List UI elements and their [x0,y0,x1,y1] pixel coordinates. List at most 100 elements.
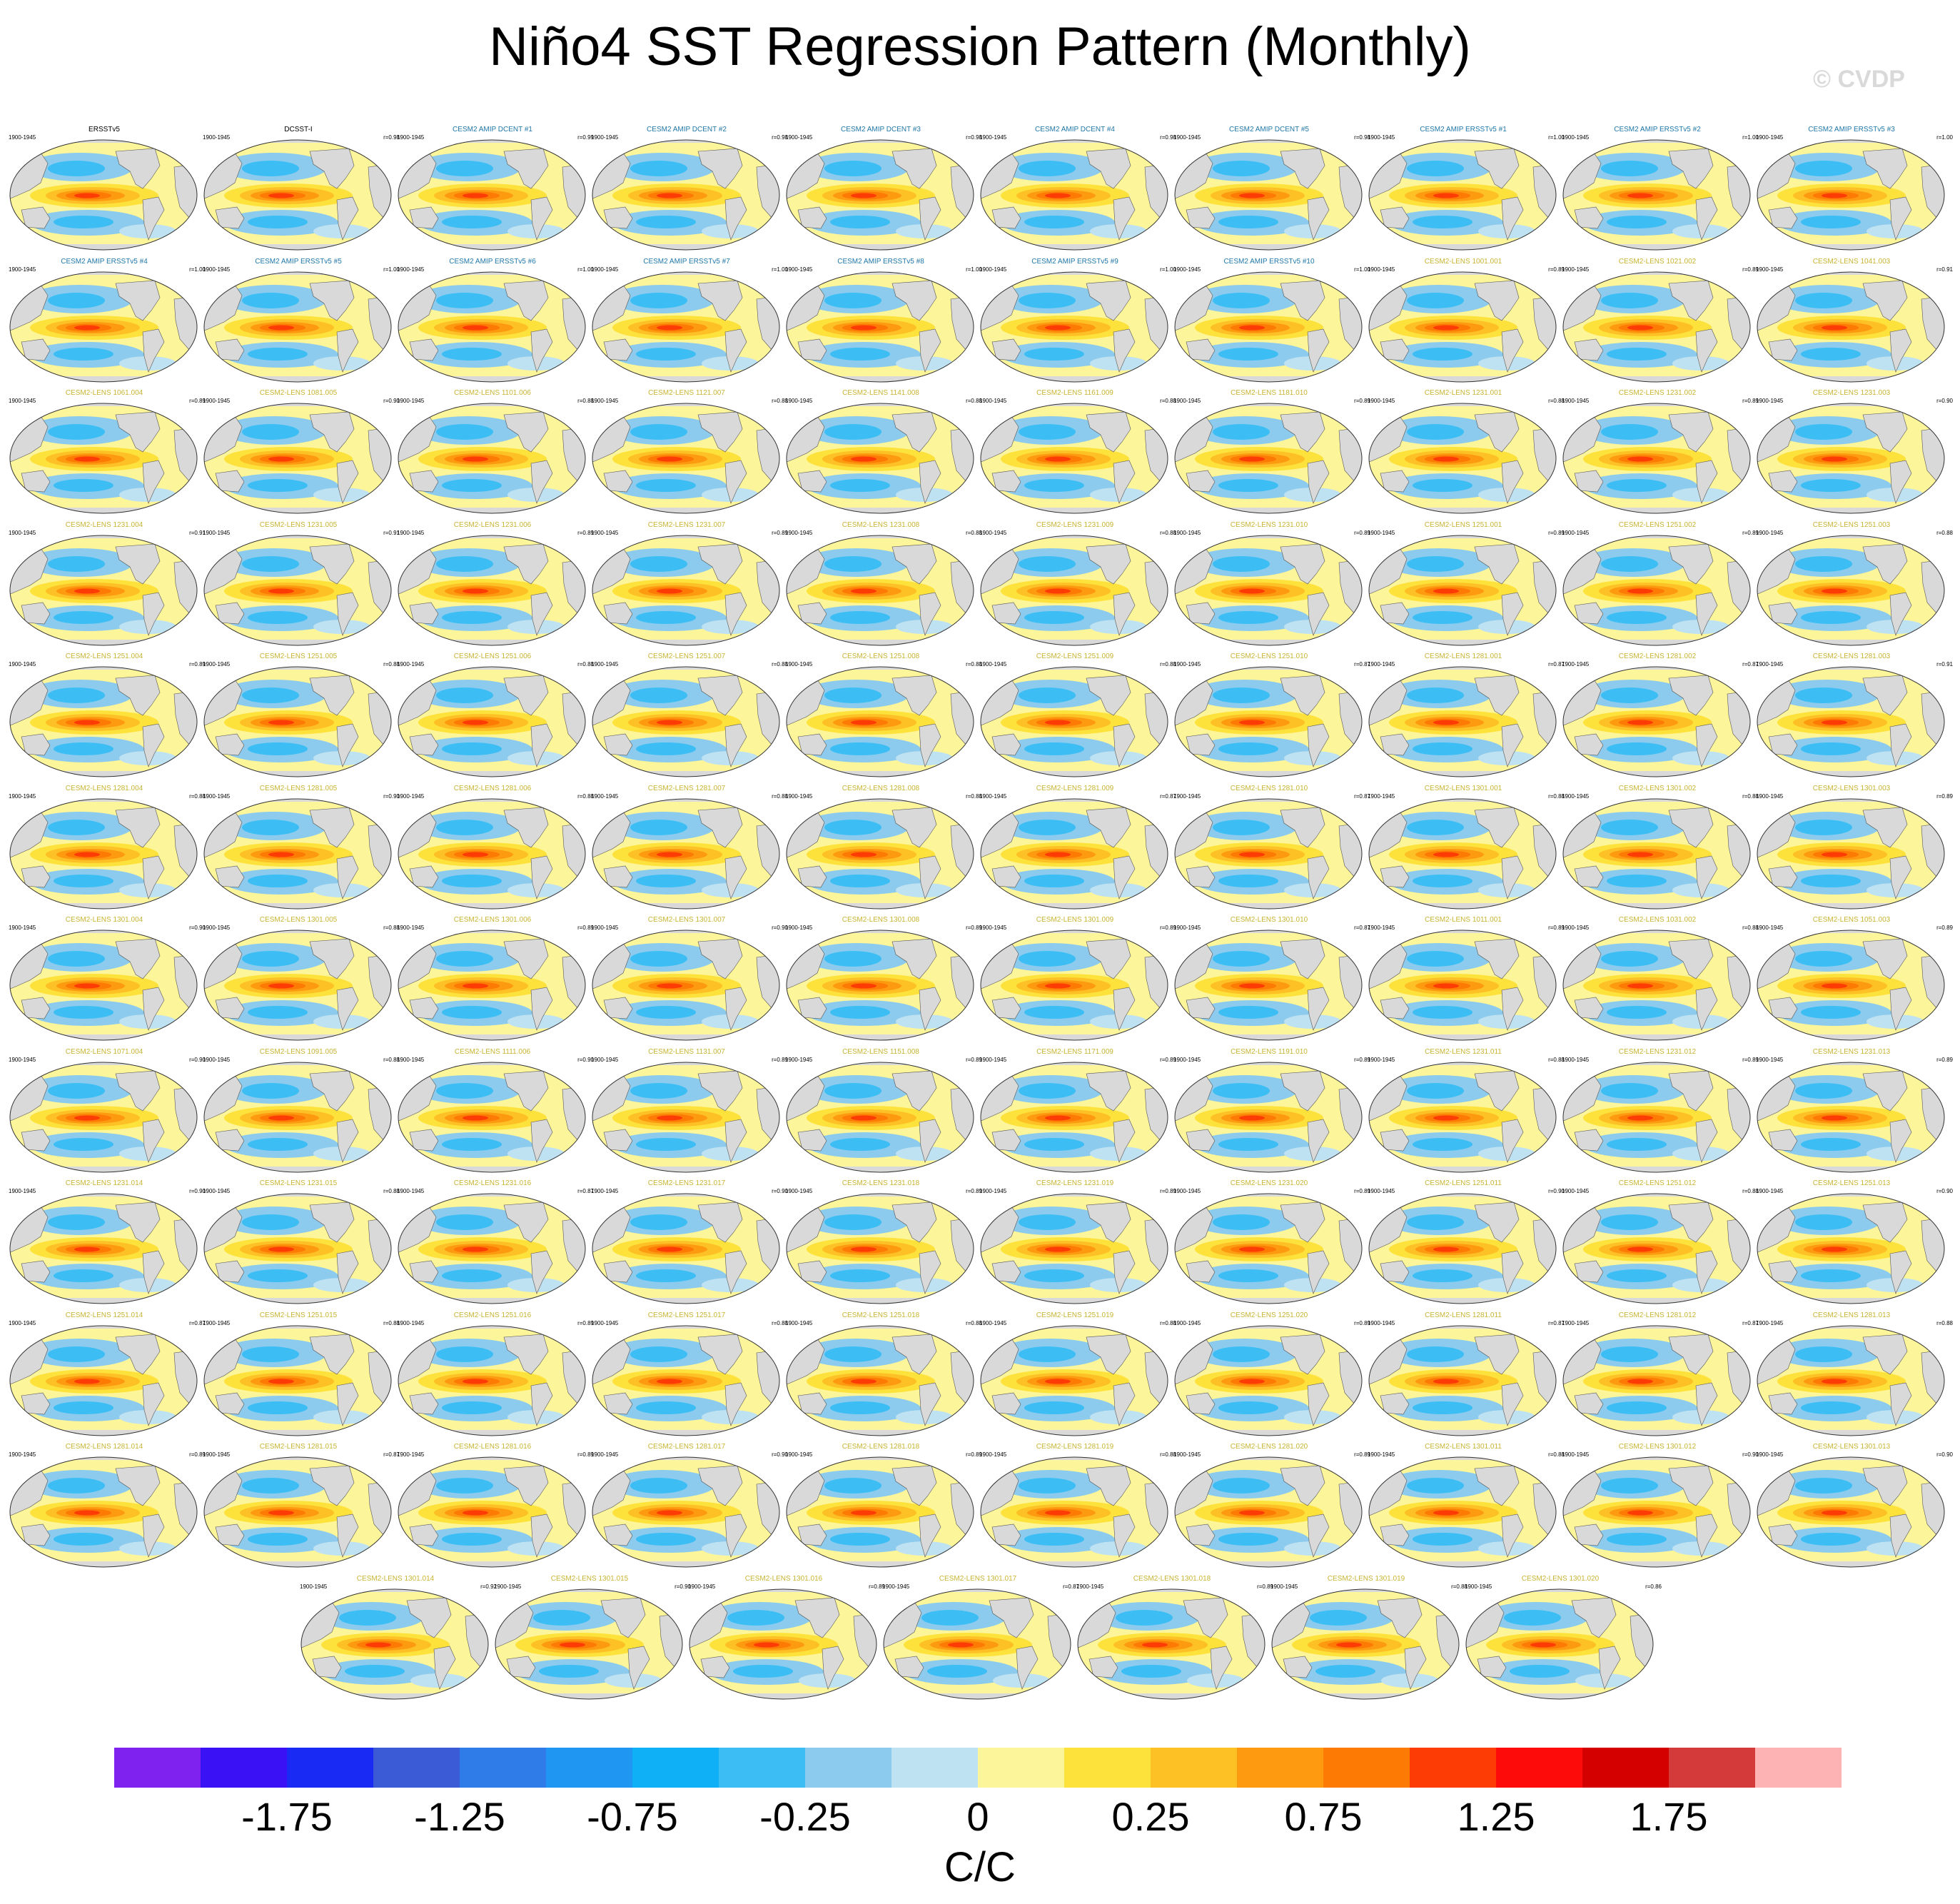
map-panel: CESM2-LENS 1301.013 1900-1945 r=0.90 [1754,1443,1953,1572]
panel-title: CESM2-LENS 1281.018 [842,1443,920,1451]
panel-correlation: r=0.87 [1742,661,1759,668]
panel-correlation: r=0.90 [1742,1451,1759,1458]
panel-title: CESM2 AMIP DCENT #2 [647,126,727,134]
panel-title: CESM2 AMIP ERSSTv5 #1 [1420,126,1507,134]
panel-correlation: r=0.87 [1548,661,1565,668]
panel-period: 1900-1945 [9,1188,36,1194]
map-panel: CESM2-LENS 1251.009 1900-1945 r=0.88 [978,653,1176,780]
panel-correlation: r=0.89 [1354,1319,1370,1326]
sst-regression-map [9,138,198,255]
panel-correlation: r=0.89 [1160,1056,1176,1063]
panel-title: CESM2-LENS 1251.010 [1230,653,1308,660]
panel-correlation: r=0.88 [1160,661,1176,668]
map-panel: CESM2-LENS 1231.004 1900-1945 r=0.91 [7,521,206,648]
panel-period: 1900-1945 [1368,792,1395,800]
sst-regression-map [397,534,587,650]
sst-regression-map [591,402,781,518]
panel-period: 1900-1945 [300,1583,328,1590]
sst-regression-map [1756,1456,1946,1572]
sst-regression-map [1756,534,1946,650]
panel-correlation: r=0.91 [1936,266,1953,273]
map-panel: CESM2-LENS 1301.019 1900-1945 r=0.88 [1269,1575,1468,1702]
panel-correlation: r=0.88 [383,925,400,931]
panel-period: 1900-1945 [785,661,813,668]
map-panel: CESM2-LENS 1251.014 1900-1945 r=0.87 [7,1311,206,1439]
panel-correlation: r=1.00 [1548,134,1565,141]
panel-title: CESM2-LENS 1301.014 [356,1574,435,1583]
map-panel: CESM2-LENS 1231.006 1900-1945 r=0.89 [395,521,594,650]
map-panel: CESM2 AMIP DCENT #4 1900-1945 r=0.98 [978,126,1176,253]
panel-period: 1900-1945 [591,134,619,141]
panel-period: 1900-1945 [1368,266,1395,273]
panel-title: CESM2-LENS 1281.010 [1230,784,1308,792]
sst-regression-map [591,1192,781,1309]
panel-correlation: r=0.88 [1548,1056,1565,1063]
sst-regression-map [1368,1192,1557,1309]
map-panel: CESM2-LENS 1301.015 1900-1945 r=0.90 [492,1575,691,1702]
map-panel: CESM2-LENS 1231.008 1900-1945 r=0.88 [784,521,982,648]
panel-title: CESM2-LENS 1281.007 [647,784,726,792]
sst-regression-map [1756,929,1946,1045]
panel-correlation: r=1.00 [1936,134,1953,141]
colorbar [114,1748,1842,1788]
panel-title: CESM2-LENS 1251.019 [1036,1311,1114,1319]
panel-correlation: r=0.87 [1548,1319,1565,1326]
sst-regression-map [591,797,781,914]
panel-title: CESM2 AMIP ERSSTv5 #4 [61,257,148,266]
map-panel: CESM2-LENS 1161.009 1900-1945 r=0.88 [978,389,1176,516]
colorbar-swatch [632,1748,719,1788]
panel-period: 1900-1945 [1368,1188,1395,1194]
panel-title: CESM2-LENS 1301.009 [1036,916,1114,924]
sst-regression-map [1368,665,1557,782]
panel-title: CESM2-LENS 1141.008 [842,389,919,397]
panel-period: 1900-1945 [591,1056,619,1063]
panel-title: CESM2-LENS 1121.007 [648,389,725,397]
panel-grid: ERSSTv5 1900-1945 DCSST-I 1900-1945 r=0.98 CE… [7,126,1953,1702]
panel-correlation: r=0.90 [189,1056,206,1063]
panel-title: CESM2-LENS 1301.016 [744,1574,823,1583]
panel-period: 1900-1945 [397,134,425,141]
figure-title: Niño4 SST Regression Pattern (Monthly) [489,16,1471,77]
panel-period: 1900-1945 [591,1319,619,1326]
panel-period: 1900-1945 [785,266,813,273]
panel-correlation: r=1.00 [966,266,982,273]
panel-period: 1900-1945 [591,792,619,800]
panel-correlation: r=0.90 [1936,398,1953,404]
map-panel: CESM2-LENS 1251.005 1900-1945 r=0.88 [201,653,400,780]
panel-title: CESM2-LENS 1251.008 [842,653,920,660]
panel-period: 1900-1945 [1173,529,1201,536]
sst-regression-map [785,1456,975,1572]
panel-correlation: r=0.89 [1742,398,1759,404]
panel-title: CESM2-LENS 1081.005 [259,389,338,397]
panel-correlation: r=0.88 [966,792,982,800]
panel-correlation: r=0.90 [772,1451,788,1458]
sst-regression-map [9,797,198,914]
panel-title: CESM2-LENS 1231.010 [1230,520,1308,529]
panel-period: 1900-1945 [203,1319,231,1326]
panel-title: CESM2-LENS 1251.012 [1618,1179,1697,1187]
panel-period: 1900-1945 [1756,398,1784,404]
panel-correlation: r=0.89 [1936,792,1953,800]
map-panel: CESM2-LENS 1141.008 1900-1945 r=0.88 [784,389,982,516]
sst-regression-map [397,929,587,1045]
panel-correlation: r=0.98 [1354,134,1370,141]
panel-title: CESM2-LENS 1011.001 [1425,916,1502,924]
map-panel: CESM2-LENS 1281.002 1900-1945 r=0.87 [1560,653,1759,780]
panel-period: 1900-1945 [494,1583,522,1590]
sst-regression-map [591,271,781,387]
panel-title: CESM2-LENS 1301.010 [1230,916,1308,924]
panel-period: 1900-1945 [785,134,813,141]
sst-regression-map [1756,138,1946,255]
panel-title: CESM2-LENS 1301.011 [1425,1443,1502,1451]
panel-period: 1900-1945 [203,529,231,536]
map-panel: CESM2-LENS 1251.007 1900-1945 r=0.88 [590,653,788,780]
panel-period: 1900-1945 [785,529,813,536]
colorbar-swatch [1323,1748,1410,1788]
panel-title: ERSSTv5 [89,126,120,134]
panel-title: CESM2-LENS 1251.016 [453,1311,532,1319]
map-panel: CESM2-LENS 1031.002 1900-1945 r=0.88 [1560,916,1759,1043]
panel-period: 1900-1945 [979,134,1007,141]
panel-correlation: r=0.89 [1354,1188,1370,1194]
panel-correlation: r=0.89 [1354,398,1370,404]
panel-title: CESM2-LENS 1281.011 [1425,1311,1502,1319]
